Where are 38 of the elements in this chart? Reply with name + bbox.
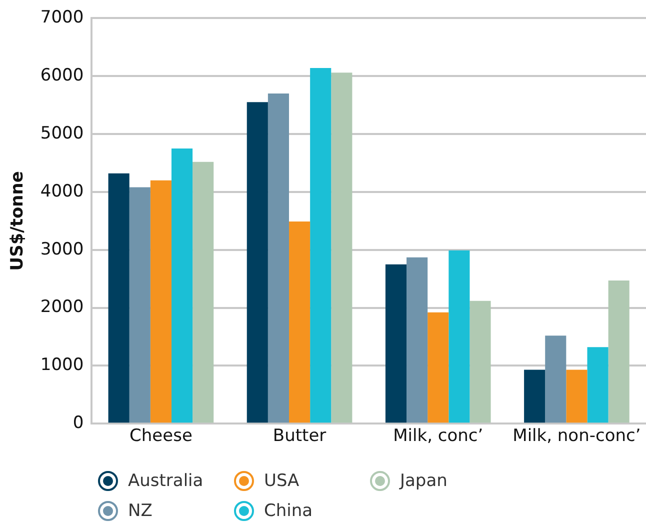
x-tick-label: Cheese — [130, 426, 192, 446]
x-tick-label: Milk, conc’ — [393, 426, 484, 446]
y-tick-label: 5000 — [40, 123, 84, 144]
x-tick-label: Milk, non-conc’ — [512, 426, 641, 446]
bar — [470, 300, 491, 423]
legend-label: USA — [264, 471, 300, 491]
bar — [385, 264, 407, 423]
y-axis-title: US$/tonne — [8, 171, 28, 271]
bar — [289, 221, 310, 423]
bar — [268, 93, 290, 423]
bar — [150, 180, 172, 423]
legend-label: Japan — [400, 471, 448, 491]
bar — [129, 187, 150, 423]
bar — [108, 173, 130, 423]
y-tick-label: 7000 — [40, 8, 84, 28]
bar — [587, 347, 608, 423]
y-tick-label: 3000 — [40, 239, 84, 260]
bar — [524, 370, 546, 423]
y-tick-label: 2000 — [40, 297, 84, 318]
y-tick-label: 4000 — [40, 181, 84, 202]
y-tick-label: 1000 — [40, 355, 84, 376]
bar — [545, 336, 566, 423]
bar — [192, 162, 214, 423]
bar — [428, 312, 449, 423]
bar — [448, 250, 470, 423]
bar — [331, 72, 352, 423]
bar — [171, 148, 193, 423]
bar — [310, 68, 332, 423]
bar — [566, 370, 588, 423]
legend-label: NZ — [128, 501, 152, 521]
bar — [406, 257, 428, 423]
bar — [246, 102, 268, 423]
legend-label: Australia — [128, 471, 204, 491]
y-tick-label: 6000 — [40, 66, 84, 86]
bar — [608, 280, 630, 423]
y-tick-label: 0 — [72, 413, 84, 434]
legend-label: China — [264, 501, 313, 521]
x-tick-label: Butter — [272, 426, 326, 446]
